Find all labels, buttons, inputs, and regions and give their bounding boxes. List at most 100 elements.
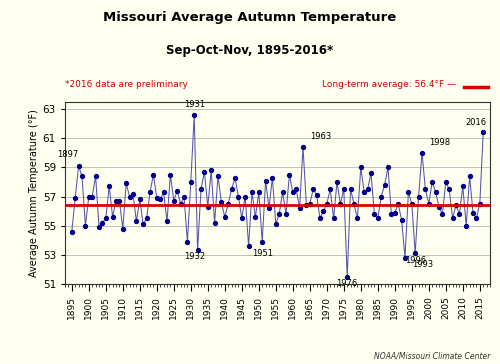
Text: 1963: 1963 <box>310 132 331 141</box>
Point <box>418 150 426 156</box>
Point <box>459 183 467 189</box>
Point <box>82 223 90 229</box>
Point <box>422 186 430 192</box>
Text: 1976: 1976 <box>336 279 358 288</box>
Point <box>112 198 120 204</box>
Point <box>146 189 154 195</box>
Point <box>105 183 113 189</box>
Point <box>370 211 378 217</box>
Point <box>102 215 110 221</box>
Point <box>333 179 341 185</box>
Point <box>210 220 218 226</box>
Point <box>180 194 188 199</box>
Point <box>357 165 365 170</box>
Point <box>68 229 76 234</box>
Point <box>132 218 140 224</box>
Point <box>466 173 473 179</box>
Point <box>139 221 147 227</box>
Point <box>312 192 320 198</box>
Point <box>278 189 286 195</box>
Point <box>309 186 317 192</box>
Point <box>163 218 171 224</box>
Point <box>160 189 168 195</box>
Text: 1951: 1951 <box>252 249 272 258</box>
Point <box>184 239 192 245</box>
Point <box>364 186 372 192</box>
Point <box>320 208 328 214</box>
Point <box>323 201 331 207</box>
Point <box>401 255 409 261</box>
Text: 2016: 2016 <box>466 118 487 127</box>
Point <box>360 189 368 195</box>
Point <box>156 197 164 202</box>
Point <box>231 175 239 181</box>
Point <box>197 186 205 192</box>
Point <box>326 186 334 192</box>
Point <box>350 201 358 207</box>
Point <box>252 214 260 220</box>
Point <box>469 210 477 215</box>
Point <box>272 221 280 227</box>
Point <box>292 186 300 192</box>
Point <box>116 198 124 204</box>
Point <box>411 250 419 256</box>
Point <box>380 182 388 188</box>
Point <box>354 215 362 221</box>
Text: Missouri Average Autumn Temperature: Missouri Average Autumn Temperature <box>104 11 397 24</box>
Point <box>282 211 290 217</box>
Point <box>428 179 436 185</box>
Point <box>367 170 375 176</box>
Point <box>176 201 184 207</box>
Text: 1996: 1996 <box>404 256 426 265</box>
Text: 1993: 1993 <box>412 260 433 269</box>
Text: 1932: 1932 <box>184 252 205 261</box>
Text: 1998: 1998 <box>429 138 450 147</box>
Point <box>479 130 487 135</box>
Text: *2016 data are preliminary: *2016 data are preliminary <box>65 80 188 89</box>
Y-axis label: Average Autumn Temperature (°F): Average Autumn Temperature (°F) <box>28 109 38 277</box>
Point <box>136 197 144 202</box>
Point <box>255 189 263 195</box>
Point <box>92 173 100 179</box>
Point <box>452 202 460 208</box>
Point <box>88 194 96 199</box>
Point <box>398 217 406 223</box>
Point <box>248 189 256 195</box>
Point <box>306 201 314 207</box>
Point <box>207 167 215 173</box>
Point <box>414 194 422 199</box>
Point <box>438 211 446 217</box>
Point <box>265 205 273 211</box>
Point <box>224 201 232 207</box>
Point <box>286 172 294 178</box>
Point <box>142 215 150 221</box>
Point <box>408 201 416 207</box>
Point <box>238 215 246 221</box>
Point <box>95 224 103 230</box>
Point <box>166 172 174 178</box>
Point <box>268 175 276 181</box>
Point <box>119 226 127 232</box>
Point <box>445 186 453 192</box>
Text: 1931: 1931 <box>184 100 205 109</box>
Point <box>122 181 130 186</box>
Point <box>456 211 464 217</box>
Point <box>462 223 470 229</box>
Point <box>289 189 297 195</box>
Point <box>388 211 396 217</box>
Point <box>98 220 106 226</box>
Point <box>404 189 412 195</box>
Point <box>374 215 382 221</box>
Point <box>190 112 198 118</box>
Point <box>170 198 178 204</box>
Point <box>241 194 249 199</box>
Point <box>244 243 252 249</box>
Text: Sep-Oct-Nov, 1895-2016*: Sep-Oct-Nov, 1895-2016* <box>166 44 334 57</box>
Point <box>442 179 450 185</box>
Point <box>85 194 93 199</box>
Point <box>126 194 134 199</box>
Point <box>336 201 344 207</box>
Point <box>129 191 137 197</box>
Point <box>432 189 440 195</box>
Point <box>221 214 229 220</box>
